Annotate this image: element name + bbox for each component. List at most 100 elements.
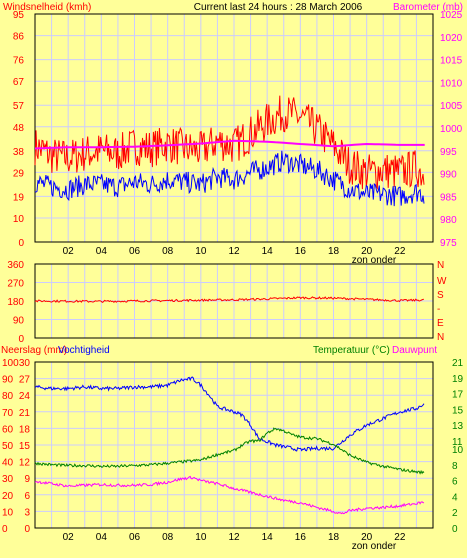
wind-barometer-panel: 0 10 19 29 38 48 57 67 76 86 95 975 980 985 990 995 1000… bbox=[13, 10, 463, 257]
rain-tick-label: 60 bbox=[2, 424, 14, 435]
y-right-tick-label: 1010 bbox=[440, 78, 463, 89]
temperatuur-line bbox=[34, 427, 425, 475]
x-tick-label: 08 bbox=[162, 246, 174, 257]
temp-tick-label: 11 bbox=[452, 437, 463, 448]
rain-tick-label: 80 bbox=[2, 391, 14, 402]
x-tick-label: 10 bbox=[195, 246, 207, 257]
y-left-tick-label: 86 bbox=[13, 32, 25, 43]
rain-tick-label: 50 bbox=[2, 441, 14, 452]
y-right-tick-label: 1020 bbox=[440, 33, 463, 44]
rain-tick-label: 90 bbox=[2, 375, 14, 386]
temp-tick-label: 17 bbox=[452, 390, 464, 401]
temp-tick-label: 21 bbox=[452, 358, 464, 369]
direction-tick-label: 180 bbox=[7, 297, 24, 308]
x-tick-label: 10 bbox=[195, 532, 207, 543]
y-right-tick-label: 985 bbox=[440, 192, 457, 203]
humidity-tick-label: 18 bbox=[19, 424, 31, 435]
rain-tick-label: 40 bbox=[2, 458, 14, 469]
wind-line bbox=[34, 150, 425, 207]
y-right-tick-label: 995 bbox=[440, 147, 457, 158]
plot-frame bbox=[34, 13, 434, 243]
barometer-axis-title: Barometer (mb) bbox=[393, 2, 463, 13]
x-tick-label: 12 bbox=[228, 532, 240, 543]
y-left-tick-label: 0 bbox=[18, 238, 24, 249]
direction-tick-label: 360 bbox=[7, 260, 24, 271]
y-left-tick-label: 10 bbox=[13, 214, 25, 225]
x-tick-label: 20 bbox=[361, 246, 373, 257]
barometer-line bbox=[34, 139, 425, 150]
rain-tick-label: 70 bbox=[2, 408, 14, 419]
y-left-tick-label: 48 bbox=[13, 123, 25, 134]
x-tick-label: 04 bbox=[96, 532, 108, 543]
temperature-axis-title: Temperatuur (°C) bbox=[313, 345, 390, 356]
compass-label: E bbox=[437, 318, 444, 329]
direction-tick-label: 270 bbox=[7, 279, 24, 290]
x-tick-label: 16 bbox=[295, 246, 307, 257]
temp-tick-label: 13 bbox=[452, 421, 464, 432]
wind-axis-title: Windsnelheid (kmh) bbox=[3, 2, 91, 13]
temp-tick-label: 15 bbox=[452, 405, 464, 416]
y-left-tick-label: 57 bbox=[13, 101, 25, 112]
temp-tick-label: 2 bbox=[452, 508, 458, 519]
humidity-tick-label: 21 bbox=[19, 408, 31, 419]
dewpoint-axis-title: Dauwpunt bbox=[392, 345, 437, 356]
y-right-tick-label: 1005 bbox=[440, 101, 463, 112]
x-tick-label: 04 bbox=[96, 246, 108, 257]
x-tick-label: 12 bbox=[228, 246, 240, 257]
direction-tick-label: 90 bbox=[13, 316, 25, 327]
temp-tick-label: 8 bbox=[452, 461, 458, 472]
y-right-tick-label: 1015 bbox=[440, 56, 463, 67]
vochtigheid-line bbox=[34, 376, 425, 452]
x-tick-label: 06 bbox=[129, 246, 141, 257]
y-right-tick-label: 1025 bbox=[440, 10, 463, 21]
x-tick-label: 22 bbox=[394, 532, 406, 543]
direction-line bbox=[34, 296, 425, 304]
compass-label: S bbox=[437, 290, 444, 301]
rain-tick-label: 0 bbox=[2, 524, 8, 535]
chart-title: Current last 24 hours : 28 March 2006 bbox=[194, 2, 363, 13]
humidity-temperature-panel: 0102030405060708090100036912151821242730… bbox=[2, 358, 464, 543]
temp-tick-label: 0 bbox=[452, 524, 458, 535]
x-tick-label: 08 bbox=[162, 532, 174, 543]
x-tick-label: 14 bbox=[262, 532, 274, 543]
humidity-tick-label: 9 bbox=[24, 474, 30, 485]
zon-onder-label-bottom: zon onder bbox=[352, 541, 397, 552]
temp-tick-label: 19 bbox=[452, 374, 464, 385]
compass-label: N bbox=[437, 260, 444, 271]
x-tick-label: 20 bbox=[361, 532, 373, 543]
x-tick-label: 06 bbox=[129, 532, 141, 543]
humidity-tick-label: 0 bbox=[24, 524, 30, 535]
rain-axis-title: Neerslag (mm) bbox=[1, 345, 67, 356]
x-tick-label: 18 bbox=[328, 532, 340, 543]
compass-label: - bbox=[437, 304, 440, 315]
x-tick-label: 02 bbox=[63, 246, 75, 257]
humidity-tick-label: 12 bbox=[19, 458, 31, 469]
dauwpunt-line bbox=[34, 475, 425, 515]
y-left-tick-label: 67 bbox=[13, 77, 25, 88]
plot-frame bbox=[34, 361, 434, 529]
compass-label: N bbox=[437, 332, 444, 343]
humidity-tick-label: 15 bbox=[19, 441, 31, 452]
x-tick-label: 02 bbox=[63, 532, 75, 543]
y-right-tick-label: 975 bbox=[440, 238, 457, 249]
humidity-tick-label: 3 bbox=[24, 507, 30, 518]
x-tick-label: 18 bbox=[328, 246, 340, 257]
direction-tick-label: 0 bbox=[18, 334, 24, 345]
x-tick-label: 16 bbox=[295, 532, 307, 543]
temp-tick-label: 6 bbox=[452, 477, 458, 488]
rain-tick-label: 100 bbox=[2, 358, 19, 369]
gust-line bbox=[34, 95, 425, 191]
rain-tick-label: 20 bbox=[2, 491, 14, 502]
humidity-tick-label: 6 bbox=[24, 491, 30, 502]
x-tick-label: 22 bbox=[394, 246, 406, 257]
x-tick-label: 14 bbox=[262, 246, 274, 257]
humidity-axis-title: Vochtigheid bbox=[58, 345, 110, 356]
humidity-tick-label: 27 bbox=[19, 375, 31, 386]
y-left-tick-label: 76 bbox=[13, 56, 25, 67]
rain-tick-label: 10 bbox=[2, 507, 14, 518]
humidity-tick-label: 24 bbox=[19, 391, 31, 402]
temp-tick-label: 4 bbox=[452, 492, 458, 503]
y-right-tick-label: 1000 bbox=[440, 124, 463, 135]
